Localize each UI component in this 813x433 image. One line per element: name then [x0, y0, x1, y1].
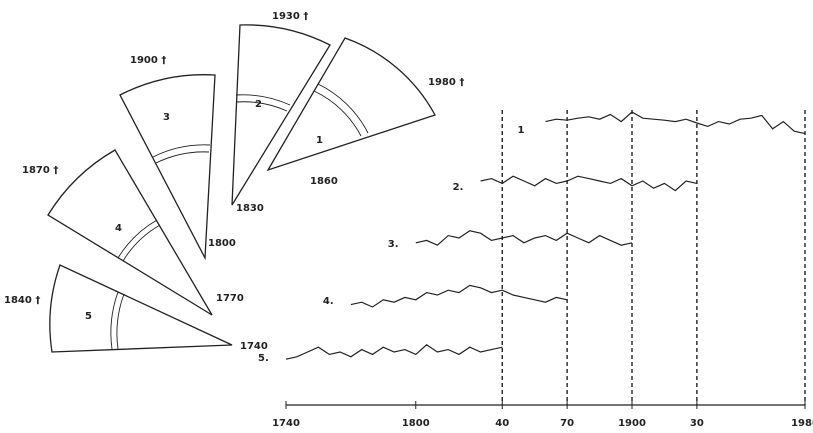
wedge-start: 1740	[240, 341, 268, 352]
wedge: 3 1800 1900 †	[119, 55, 236, 261]
x-tick-label: 40	[495, 418, 509, 429]
series-line	[415, 230, 633, 246]
series-label: 4.	[323, 296, 334, 307]
series-line	[480, 175, 698, 192]
wedge: 1 1860 1980 †	[266, 37, 464, 187]
wedge-start: 1830	[236, 203, 264, 214]
x-tick-label: 1740	[272, 418, 300, 429]
wedge-start: 1860	[310, 176, 338, 187]
wedge: 5 1740 1840 †	[4, 264, 268, 353]
series-line	[285, 344, 503, 360]
wedge-label: 4	[115, 223, 122, 234]
x-tick-label: 1980	[791, 418, 813, 429]
wedge-end: 1840 †	[4, 295, 40, 306]
wedge-end: 1900 †	[130, 55, 166, 66]
wedge-label: 5	[85, 311, 92, 322]
series-line	[350, 284, 568, 308]
series-label: 3.	[388, 239, 399, 250]
wedge-label: 3	[163, 112, 170, 123]
wedge-start: 1770	[216, 293, 244, 304]
wedge-label: 2	[255, 99, 262, 110]
wedge-end: 1980 †	[428, 77, 464, 88]
wedge-label: 1	[316, 135, 323, 146]
x-tick-label: 30	[690, 418, 704, 429]
wedge-start: 1800	[208, 238, 236, 249]
x-tick-label: 1900	[618, 418, 646, 429]
series-label: 2.	[453, 182, 464, 193]
series-line	[545, 111, 806, 135]
wedge-end: 1870 †	[22, 165, 58, 176]
x-tick-label: 70	[560, 418, 574, 429]
wedge: 2 1830 1930 †	[231, 11, 331, 214]
series-label: 5.	[258, 353, 269, 364]
series-label: 1	[518, 125, 525, 136]
x-tick-label: 1800	[402, 418, 430, 429]
wedge-end: 1930 †	[272, 11, 308, 22]
wedge: 4 1770 1870 †	[22, 149, 244, 316]
